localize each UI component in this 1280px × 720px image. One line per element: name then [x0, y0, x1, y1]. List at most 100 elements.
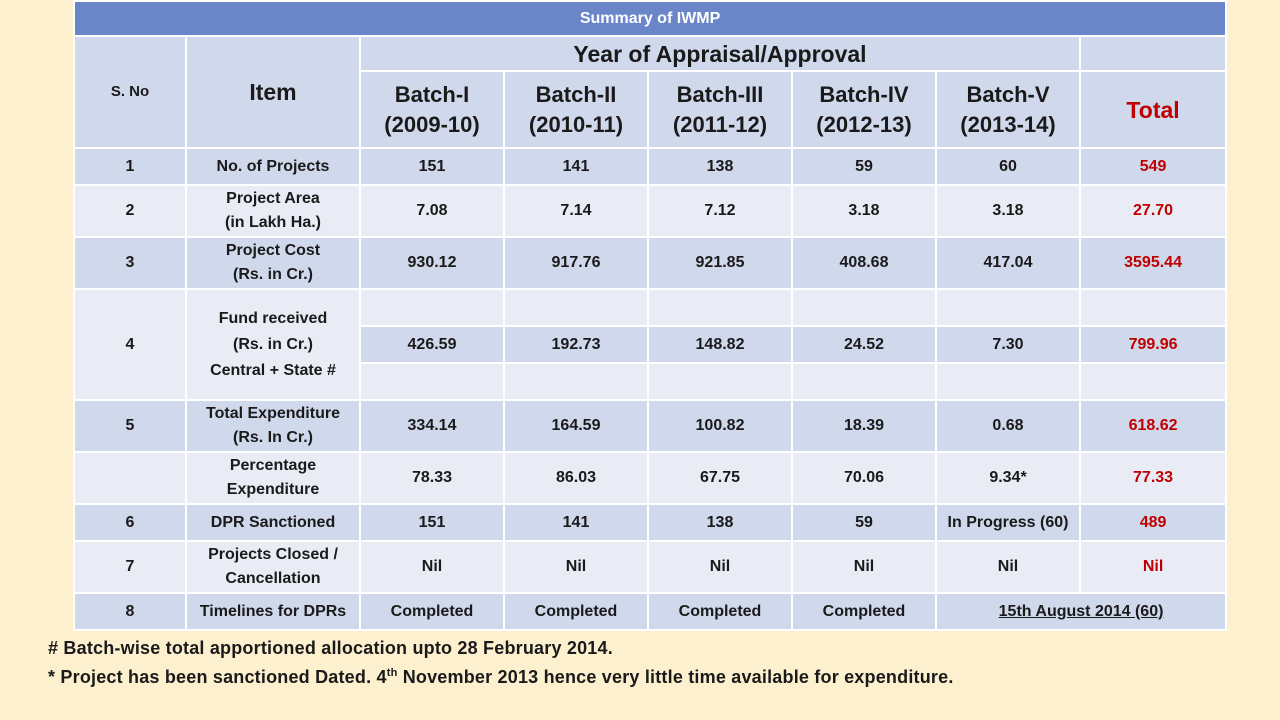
- cell-batch-3: 67.75: [647, 451, 793, 505]
- header-total: Total: [1078, 70, 1228, 149]
- empty-cell: [359, 362, 505, 401]
- row-item: DPR Sanctioned: [185, 503, 361, 542]
- row-item: Total Expenditure (Rs. In Cr.): [185, 399, 361, 453]
- cell-batch-4: 3.18: [791, 184, 937, 238]
- header-blank: [1078, 35, 1228, 72]
- table-title: Summary of IWMP: [72, 0, 1228, 37]
- cell-batch-5: 417.04: [935, 236, 1081, 290]
- empty-cell: [791, 288, 937, 327]
- cell-batch-2: 917.76: [503, 236, 649, 290]
- row-sno: 2: [73, 184, 187, 238]
- cell-batch-4: 59: [791, 147, 937, 186]
- cell-batch-1: Completed: [359, 592, 505, 631]
- table-row: 426.59 192.73 148.82 24.52 7.30 799.96: [74, 325, 1228, 364]
- row-item: Fund received (Rs. in Cr.) Central + State…: [185, 288, 361, 401]
- empty-cell: [935, 362, 1081, 401]
- cell-batch-2: 141: [503, 503, 649, 542]
- table-row: Percentage Expenditure 78.33 86.03 67.75 …: [73, 451, 1228, 505]
- cell-batch-3: 100.82: [647, 399, 793, 453]
- row-item: Project Area (in Lakh Ha.): [185, 184, 361, 238]
- empty-cell: [647, 288, 793, 327]
- row-sno: 6: [73, 503, 187, 542]
- empty-cell: [935, 288, 1081, 327]
- header-item: Item: [185, 35, 361, 149]
- cell-total: 27.70: [1078, 184, 1228, 238]
- empty-cell: [1078, 362, 1228, 401]
- cell-batch-1: 334.14: [359, 399, 505, 453]
- table-row: 3 Project Cost (Rs. in Cr.) 930.12 917.76…: [73, 236, 1228, 290]
- header-batch-4: Batch-IV (2012-13): [791, 70, 937, 149]
- table-row: 4 Fund received (Rs. in Cr.) Central + Sta…: [73, 288, 1228, 401]
- cell-batch-3: 148.82: [647, 325, 793, 364]
- row-sno: 7: [73, 540, 187, 594]
- iwmp-summary-table: Summary of IWMP S. No Item Year of Appra…: [72, 0, 1228, 631]
- cell-batch-4: 70.06: [791, 451, 937, 505]
- cell-batch-2: 86.03: [503, 451, 649, 505]
- cell-batch-4: Nil: [791, 540, 937, 594]
- cell-batch-3: 921.85: [647, 236, 793, 290]
- row-item: No. of Projects: [185, 147, 361, 186]
- cell-batch-2: 164.59: [503, 399, 649, 453]
- cell-total: Nil: [1078, 540, 1228, 594]
- cell-batch-5: 7.30: [935, 325, 1081, 364]
- header-year-of-appraisal: Year of Appraisal/Approval: [359, 35, 1081, 72]
- cell-batch-1: 78.33: [359, 451, 505, 505]
- cell-batch-5-total-merged: 15th August 2014 (60): [934, 592, 1228, 631]
- cell-batch-2: 192.73: [503, 325, 649, 364]
- cell-batch-5: 60: [935, 147, 1081, 186]
- cell-batch-4: Completed: [791, 592, 937, 631]
- table-row: 7 Projects Closed / Cancellation Nil Nil …: [73, 540, 1228, 594]
- row-sno: 8: [73, 592, 187, 631]
- cell-batch-5: 9.34*: [935, 451, 1081, 505]
- row-sno: 1: [73, 147, 187, 186]
- footnote-hash: # Batch-wise total apportioned allocatio…: [48, 638, 613, 658]
- cell-batch-5: In Progress (60): [935, 503, 1081, 542]
- empty-cell: [359, 288, 505, 327]
- cell-batch-3: Nil: [647, 540, 793, 594]
- header-batch-2: Batch-II (2010-11): [503, 70, 649, 149]
- cell-batch-2: Completed: [503, 592, 649, 631]
- cell-batch-3: 7.12: [647, 184, 793, 238]
- row-sno: 3: [73, 236, 187, 290]
- cell-batch-1: Nil: [359, 540, 505, 594]
- header-batch-1: Batch-I (2009-10): [359, 70, 505, 149]
- cell-batch-5: Nil: [935, 540, 1081, 594]
- cell-batch-2: 141: [503, 147, 649, 186]
- cell-batch-1: 930.12: [359, 236, 505, 290]
- cell-batch-4: 59: [791, 503, 937, 542]
- table-row: 6 DPR Sanctioned 151 141 138 59 In Progr…: [73, 503, 1228, 542]
- cell-batch-3: 138: [647, 147, 793, 186]
- table-row: [74, 362, 1228, 401]
- cell-batch-4: 18.39: [791, 399, 937, 453]
- table-row: 1 No. of Projects 151 141 138 59 60 549: [73, 147, 1228, 186]
- cell-batch-1: 7.08: [359, 184, 505, 238]
- cell-batch-4: 24.52: [791, 325, 937, 364]
- row-sno: [73, 451, 187, 505]
- table-row: 5 Total Expenditure (Rs. In Cr.) 334.14 1…: [73, 399, 1228, 453]
- row-sno: 5: [73, 399, 187, 453]
- row-item: Timelines for DPRs: [185, 592, 361, 631]
- cell-batch-5: 0.68: [935, 399, 1081, 453]
- table-row: 2 Project Area (in Lakh Ha.) 7.08 7.14 7.…: [73, 184, 1228, 238]
- header-batch-5: Batch-V (2013-14): [935, 70, 1081, 149]
- cell-total: 549: [1078, 147, 1228, 186]
- cell-total: 799.96: [1078, 325, 1228, 364]
- cell-total: 77.33: [1078, 451, 1228, 505]
- row-item: Projects Closed / Cancellation: [185, 540, 361, 594]
- empty-cell: [647, 362, 793, 401]
- cell-total: 489: [1078, 503, 1228, 542]
- cell-batch-5: 3.18: [935, 184, 1081, 238]
- empty-cell: [1078, 288, 1228, 327]
- cell-total: 618.62: [1078, 399, 1228, 453]
- cell-batch-3: 138: [647, 503, 793, 542]
- cell-batch-1: 426.59: [359, 325, 505, 364]
- cell-total: 3595.44: [1078, 236, 1228, 290]
- cell-batch-3: Completed: [647, 592, 793, 631]
- cell-batch-1: 151: [359, 503, 505, 542]
- row-item: Percentage Expenditure: [185, 451, 361, 505]
- header-batch-3: Batch-III (2011-12): [647, 70, 793, 149]
- footnote-star: * Project has been sanctioned Dated. 4th…: [48, 667, 954, 687]
- empty-cell: [503, 362, 649, 401]
- row-item: Project Cost (Rs. in Cr.): [185, 236, 361, 290]
- row-sno: 4: [73, 288, 187, 401]
